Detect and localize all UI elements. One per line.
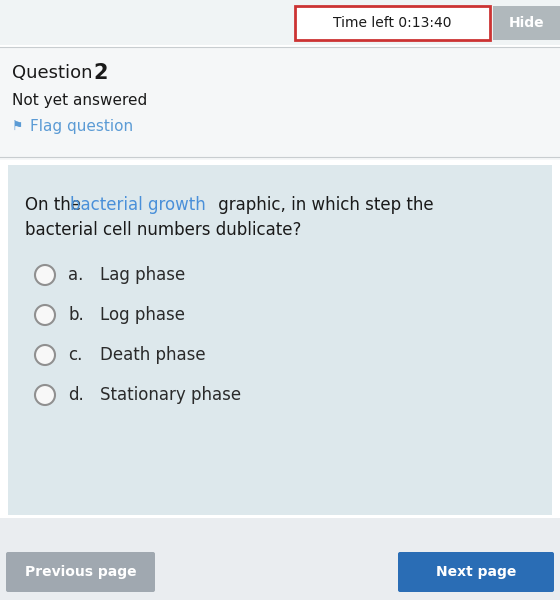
Text: Previous page: Previous page [25, 565, 136, 579]
Text: c.: c. [68, 346, 82, 364]
FancyBboxPatch shape [295, 6, 490, 40]
Text: Question: Question [12, 64, 98, 82]
FancyBboxPatch shape [0, 47, 560, 160]
Text: Flag question: Flag question [30, 118, 133, 133]
Text: Stationary phase: Stationary phase [100, 386, 241, 404]
Ellipse shape [35, 265, 55, 285]
Text: Next page: Next page [436, 565, 516, 579]
FancyBboxPatch shape [8, 165, 552, 515]
FancyBboxPatch shape [0, 0, 560, 45]
Text: graphic, in which step the: graphic, in which step the [213, 196, 433, 214]
FancyBboxPatch shape [398, 552, 554, 592]
Text: On the: On the [25, 196, 86, 214]
FancyBboxPatch shape [0, 518, 560, 600]
Text: Death phase: Death phase [100, 346, 206, 364]
Text: bacterial growth: bacterial growth [70, 196, 206, 214]
FancyBboxPatch shape [493, 6, 560, 40]
Text: d.: d. [68, 386, 84, 404]
Ellipse shape [35, 345, 55, 365]
Text: bacterial cell numbers dublicate?: bacterial cell numbers dublicate? [25, 221, 301, 239]
Text: Lag phase: Lag phase [100, 266, 185, 284]
Text: ⚑: ⚑ [12, 119, 24, 133]
Text: b.: b. [68, 306, 84, 324]
Ellipse shape [35, 385, 55, 405]
FancyBboxPatch shape [6, 552, 155, 592]
Text: a.: a. [68, 266, 83, 284]
Text: Not yet answered: Not yet answered [12, 92, 147, 107]
Ellipse shape [35, 305, 55, 325]
Text: Time left 0:13:40: Time left 0:13:40 [333, 16, 452, 30]
Text: Hide: Hide [508, 16, 544, 30]
Text: 2: 2 [93, 63, 108, 83]
Text: Log phase: Log phase [100, 306, 185, 324]
